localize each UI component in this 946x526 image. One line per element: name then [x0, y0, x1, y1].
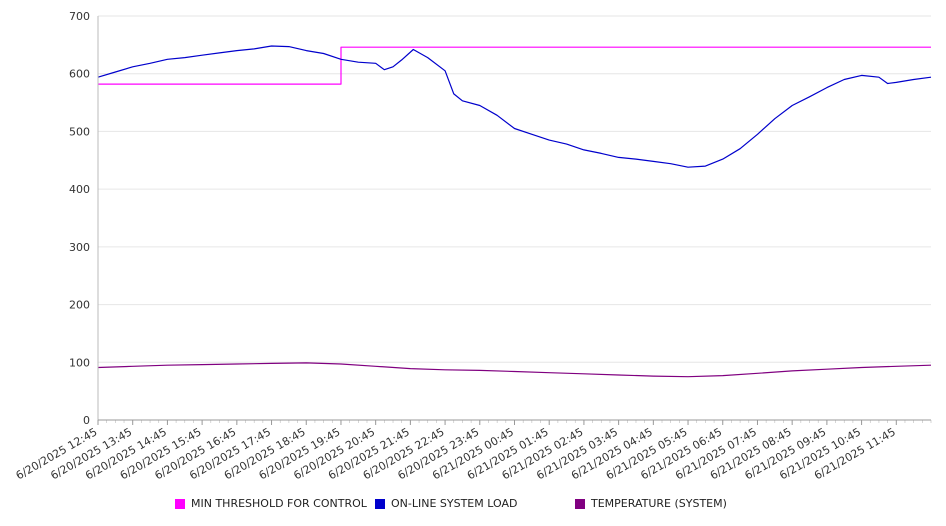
series-line-1 — [97, 45, 932, 168]
legend-swatch-temperature — [575, 498, 585, 509]
legend-item-system-load: ON-LINE SYSTEM LOAD — [375, 497, 517, 510]
legend-label-min-threshold: MIN THRESHOLD FOR CONTROL — [191, 497, 367, 510]
y-tick-label-300: 300 — [69, 241, 90, 254]
y-tick-label-100: 100 — [69, 356, 90, 369]
series-line-0 — [98, 46, 931, 85]
y-tick-label-700: 700 — [69, 10, 90, 23]
y-tick-label-400: 400 — [69, 183, 90, 196]
legend-item-min-threshold: MIN THRESHOLD FOR CONTROL — [175, 497, 367, 510]
chart-legend: MIN THRESHOLD FOR CONTROL ON-LINE SYSTEM… — [0, 497, 946, 515]
legend-swatch-min-threshold — [175, 498, 185, 509]
x-axis-ticks: 6/20/2025 12:456/20/2025 13:456/20/2025 … — [14, 420, 932, 482]
legend-label-temperature: TEMPERATURE (SYSTEM) — [591, 497, 727, 510]
legend-item-temperature: TEMPERATURE (SYSTEM) — [575, 497, 727, 510]
chart-series — [97, 45, 932, 378]
legend-swatch-system-load — [375, 498, 385, 509]
y-tick-label-500: 500 — [69, 125, 90, 138]
y-axis-ticks: 0 100 200 300 400 500 600 700 — [69, 10, 90, 427]
y-tick-label-200: 200 — [69, 299, 90, 312]
series-line-2 — [97, 362, 932, 378]
chart-gridlines — [98, 15, 931, 363]
y-tick-label-600: 600 — [69, 68, 90, 81]
legend-label-system-load: ON-LINE SYSTEM LOAD — [391, 497, 518, 510]
chart-axes — [97, 16, 931, 421]
y-tick-label-0: 0 — [83, 414, 90, 427]
